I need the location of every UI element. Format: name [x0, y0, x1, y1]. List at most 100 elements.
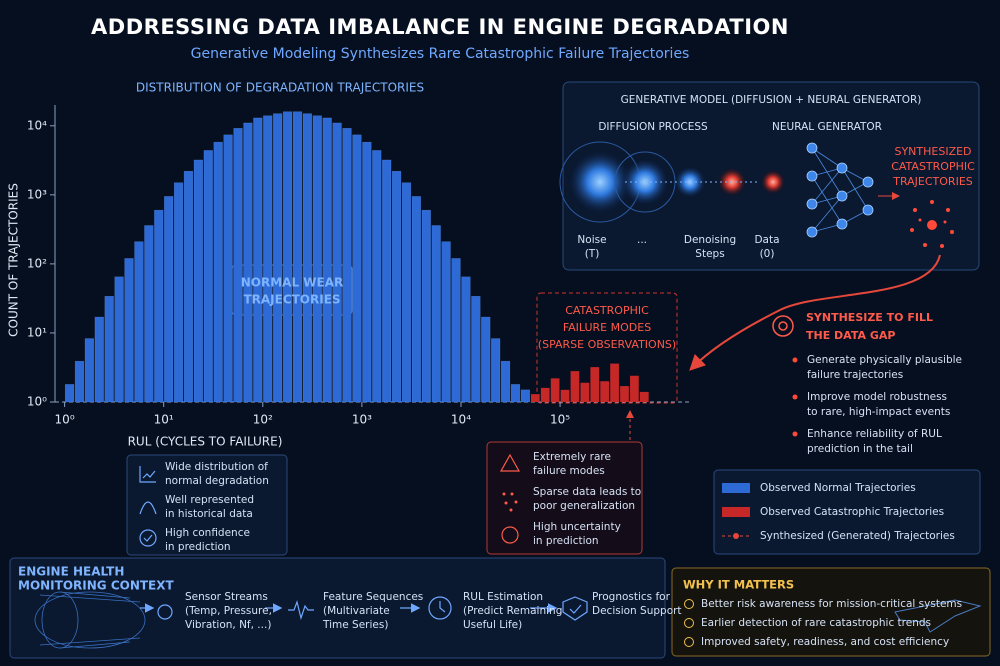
histogram-bar	[282, 111, 293, 403]
bullet-text: Improve model robustness	[807, 391, 947, 403]
info-text: in prediction	[165, 541, 231, 553]
y-tick-label: 10³	[27, 187, 47, 201]
legend-label: Observed Catastrophic Trajectories	[760, 506, 944, 518]
histogram-bar	[332, 122, 342, 403]
histogram-bar	[461, 276, 471, 403]
synthesis-arrow	[689, 254, 941, 371]
step-text: (Predict Remaining	[463, 605, 562, 617]
info-text: in prediction	[533, 535, 599, 547]
histogram-bar	[451, 258, 461, 403]
why-item: Earlier detection of rare catastrophic t…	[701, 617, 931, 629]
x-tick-label: 10⁰	[55, 413, 75, 427]
step-label: (T)	[585, 248, 600, 260]
panel-title: WHY IT MATTERS	[683, 578, 794, 592]
output-label: SYNTHESIZED	[894, 145, 971, 158]
histogram-bar	[441, 241, 451, 403]
particle-burst	[910, 200, 954, 248]
rare-info-box	[486, 441, 643, 555]
step-label: Steps	[695, 248, 724, 260]
histogram-bar	[500, 360, 511, 403]
rare-icons	[499, 453, 521, 544]
annotation: TRAJECTORIES	[243, 293, 340, 307]
histogram-bar	[481, 316, 491, 403]
histogram-bar	[164, 196, 174, 403]
histogram-bar	[421, 209, 431, 403]
histogram-bar	[292, 111, 303, 403]
histogram-bar	[382, 159, 392, 403]
step-label: Denoising	[684, 234, 736, 246]
histogram-bar	[570, 371, 580, 402]
check-icon	[684, 637, 694, 647]
histogram-bar	[372, 150, 382, 403]
histogram-bar	[173, 182, 184, 403]
info-text: High confidence	[165, 527, 250, 539]
bullet-text: Generate physically plausible	[807, 354, 962, 366]
jet-drawing	[894, 599, 982, 633]
step-text: Prognostics for	[592, 591, 671, 603]
histogram-bar	[134, 241, 144, 403]
step-text: Feature Sequences	[323, 591, 423, 603]
pipeline-icons	[140, 596, 588, 621]
y-tick-label: 10⁰	[27, 395, 47, 409]
info-text: poor generalization	[533, 500, 635, 512]
histogram-bar	[193, 159, 203, 403]
histogram-bar	[540, 387, 550, 402]
engine-drawing	[34, 591, 146, 649]
histogram-bar	[630, 375, 639, 402]
histogram-bar	[84, 338, 94, 403]
bullet-text: Enhance reliability of RUL	[807, 428, 942, 440]
step-label: Noise	[577, 234, 606, 246]
histogram-bar	[114, 276, 124, 403]
section-label: DIFFUSION PROCESS	[598, 121, 708, 133]
histogram-bar	[520, 389, 530, 403]
bullet-text: failure trajectories	[807, 369, 903, 381]
histogram-bar	[362, 141, 372, 403]
histogram-bar	[213, 141, 223, 403]
bullet	[792, 357, 798, 363]
histogram-bar	[401, 182, 412, 403]
info-text: normal degradation	[165, 475, 269, 487]
annotation: NORMAL WEAR	[241, 276, 344, 290]
annotation: (SPARSE OBSERVATIONS)	[538, 338, 676, 351]
y-axis-label: COUNT OF TRAJECTORIES	[7, 183, 21, 337]
step-text: Useful Life)	[463, 619, 522, 631]
bullet-text: to rare, high-impact events	[807, 406, 950, 418]
panel-title: ENGINE HEALTH	[18, 565, 124, 579]
check-icon	[684, 599, 694, 609]
check-icon	[684, 618, 694, 628]
histogram-bar	[550, 378, 560, 402]
x-tick-label: 10³	[352, 413, 372, 427]
info-text: in historical data	[165, 508, 253, 520]
histogram-bar	[530, 394, 540, 402]
legend-swatch	[733, 533, 739, 539]
catastrophic-annotation-box	[536, 292, 678, 404]
histogram-bar	[144, 225, 154, 403]
step-text: (Multivariate	[323, 605, 390, 617]
x-tick-label: 10²	[253, 413, 273, 427]
info-text: High uncertainty	[533, 521, 621, 533]
context-panel	[9, 557, 666, 659]
histogram-bar	[253, 117, 263, 403]
y-tick-label: 10¹	[27, 325, 47, 339]
histogram-bar	[154, 209, 164, 403]
histogram-bar	[124, 258, 134, 403]
x-tick-label: 10¹	[154, 413, 174, 427]
gear-icon	[772, 315, 794, 337]
y-tick-label: 10²	[27, 256, 47, 270]
annotation: CATASTROPHIC	[565, 304, 649, 317]
panel-title: GENERATIVE MODEL (DIFFUSION + NEURAL GEN…	[621, 94, 922, 106]
histogram-bar	[203, 150, 213, 403]
y-tick-label: 10⁴	[27, 118, 47, 132]
histogram-bar	[560, 389, 570, 402]
legend-label: Observed Normal Trajectories	[760, 482, 916, 494]
page-subtitle: Generative Modeling Synthesizes Rare Cat…	[191, 46, 690, 62]
info-text: Well represented	[165, 494, 254, 506]
section-title: THE DATA GAP	[806, 329, 895, 342]
histogram-bar	[104, 295, 114, 403]
histogram-bar	[243, 122, 253, 403]
output-label: TRAJECTORIES	[892, 175, 973, 188]
panel-title: MONITORING CONTEXT	[18, 579, 174, 593]
histogram-bar	[74, 360, 85, 403]
histogram-bar	[491, 338, 501, 403]
